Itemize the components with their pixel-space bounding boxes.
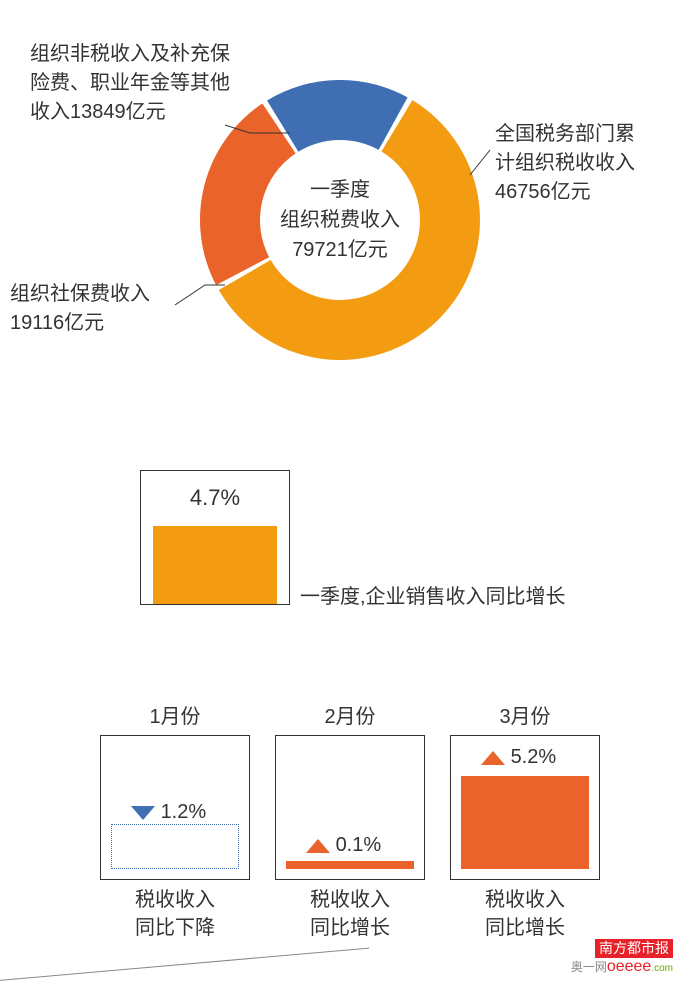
m1-frame: 1.2%	[100, 735, 250, 880]
leader-lines	[0, 20, 681, 420]
month-1: 1月份 1.2% 税收收入 同比下降	[100, 700, 250, 942]
m3-label: 税收收入 同比增长	[450, 886, 600, 942]
month-2: 2月份 0.1% 税收收入 同比增长	[275, 700, 425, 942]
q1-label: 一季度,企业销售收入同比增长	[300, 580, 566, 609]
q1-fill	[153, 526, 277, 604]
m1-inner-box	[111, 824, 239, 869]
m1-label: 税收收入 同比下降	[100, 886, 250, 942]
m3-title: 3月份	[450, 700, 600, 729]
q1-pct: 4.7%	[141, 485, 289, 511]
up-triangle-icon	[306, 839, 330, 853]
m1-pct: 1.2%	[161, 801, 207, 823]
q1-box: 4.7%	[140, 470, 290, 605]
up-triangle-icon	[481, 751, 505, 765]
m2-label: 税收收入 同比增长	[275, 886, 425, 942]
donut-section: 一季度 组织税费收入 79721亿元 组织非税收入及补充保 险费、职业年金等其他…	[0, 20, 681, 420]
footer-brand: 南方都市报	[595, 939, 673, 958]
month-3: 3月份 5.2% 税收收入 同比增长	[450, 700, 600, 942]
m3-frame: 5.2%	[450, 735, 600, 880]
m2-inner-box	[286, 861, 414, 869]
footer-sub3: .com	[651, 963, 673, 974]
m2-frame: 0.1%	[275, 735, 425, 880]
footer-line	[0, 948, 369, 984]
down-triangle-icon	[131, 806, 155, 820]
footer-branding: 南方都市报 奥一网oeeee.com	[571, 939, 673, 976]
footer-sub2: oeeee	[607, 958, 652, 975]
footer-sub1: 奥一网	[571, 960, 607, 974]
m1-title: 1月份	[100, 700, 250, 729]
m2-pct: 0.1%	[336, 834, 382, 856]
m3-pct-row: 5.2%	[481, 746, 556, 769]
m2-title: 2月份	[275, 700, 425, 729]
m3-inner-box	[461, 776, 589, 869]
q1-section: 4.7% 一季度,企业销售收入同比增长	[0, 470, 681, 650]
m2-pct-row: 0.1%	[306, 834, 381, 857]
m1-pct-row: 1.2%	[131, 801, 206, 824]
months-section: 1月份 1.2% 税收收入 同比下降 2月份 0.1% 税收收入 同比增长	[0, 670, 681, 950]
m3-pct: 5.2%	[511, 746, 557, 768]
